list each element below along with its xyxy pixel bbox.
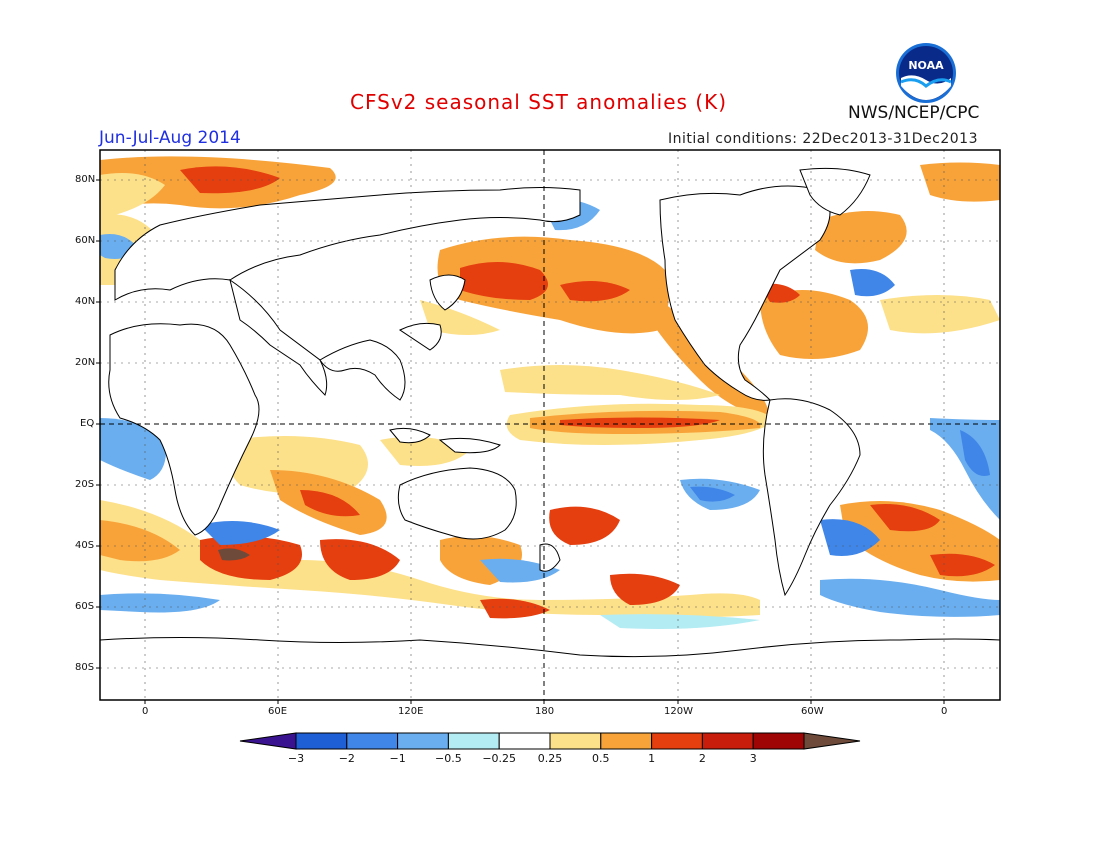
lon-label: 60W [801, 706, 824, 717]
anomaly-patch [815, 211, 907, 264]
lon-label: 0 [142, 706, 149, 717]
lat-label: 80S [75, 662, 95, 673]
anomaly-patch [760, 290, 868, 359]
lat-label: 20S [75, 479, 95, 490]
anomaly-patch [100, 593, 220, 613]
anomaly-patch [437, 236, 669, 334]
colorbar-swatch [600, 732, 653, 750]
colorbar-label: 2 [699, 752, 706, 765]
colorbar-label: −3 [288, 752, 304, 765]
anomaly-patch [218, 548, 250, 561]
colorbar-swatch [651, 732, 703, 750]
colorbar-swatch [397, 732, 449, 750]
colorbar-swatch [752, 732, 805, 750]
anomaly-patch [610, 573, 680, 605]
colorbar-swatch [498, 732, 551, 750]
lon-label: 180 [535, 706, 555, 717]
anomaly-patch [600, 614, 760, 629]
colorbar-label: 0.25 [538, 752, 563, 765]
colorbar-label: 1 [648, 752, 655, 765]
lat-label: 60N [75, 235, 96, 246]
anomaly-patch [920, 162, 1000, 202]
colorbar-label: −0.5 [435, 752, 462, 765]
colorbar-label: 3 [750, 752, 757, 765]
initial-conditions-label: Initial conditions: 22Dec2013-31Dec2013 [668, 131, 978, 147]
lon-label: 120W [664, 706, 693, 717]
anomaly-patch [930, 418, 1000, 520]
lon-label: 60E [268, 706, 288, 717]
colorbar-swatch [701, 732, 754, 750]
anomaly-patch [850, 269, 895, 297]
lat-label: 80N [75, 174, 96, 185]
anomaly-patch [200, 521, 280, 545]
anomaly-patch [930, 553, 995, 577]
anomaly-patch [560, 281, 630, 302]
anomaly-patch [200, 536, 302, 580]
agency-label: NWS/NCEP/CPC [848, 103, 980, 123]
anomaly-patch [870, 504, 940, 532]
lat-label: 60S [75, 601, 95, 612]
anomaly-patch [320, 539, 400, 580]
anomaly-patch [549, 506, 620, 545]
colorbar-swatch [346, 732, 399, 750]
anomaly-patch [500, 365, 720, 400]
anomaly-patch [300, 490, 360, 517]
anomaly-patch [690, 486, 735, 502]
colorbar-swatch [447, 732, 500, 750]
anomaly-patch [100, 520, 180, 562]
map-frame [99, 149, 1001, 701]
anomaly-patch [820, 519, 880, 556]
anomaly-patch [180, 166, 280, 194]
chart-title: CFSv2 seasonal SST anomalies (K) [350, 90, 727, 114]
noaa-logo-icon: NOAA [896, 43, 956, 103]
anomaly-patch [460, 261, 548, 300]
lat-label: 20N [75, 357, 96, 368]
anomaly-patch [820, 578, 1000, 617]
colorbar-low-arrow [239, 732, 297, 750]
lat-label: EQ [80, 418, 95, 429]
anomaly-patch [100, 418, 166, 480]
anomaly-patch [880, 295, 1000, 334]
anomaly-patch [560, 417, 720, 428]
colorbar-swatch [295, 732, 348, 750]
colorbar-label: −0.25 [482, 752, 516, 765]
graticule [100, 150, 1000, 700]
lon-label: 0 [941, 706, 948, 717]
anomaly-patch [480, 598, 550, 619]
logo-text: NOAA [908, 59, 944, 72]
lon-label: 120E [398, 706, 424, 717]
anomaly-patch [960, 430, 990, 476]
anomaly-patch [100, 172, 165, 215]
lat-label: 40S [75, 540, 95, 551]
colorbar-high-arrow [803, 732, 861, 750]
tick-marks [96, 179, 945, 704]
colorbar-label: 0.5 [592, 752, 610, 765]
season-label: Jun-Jul-Aug 2014 [99, 128, 241, 148]
colorbar-label: −2 [339, 752, 355, 765]
lat-label: 40N [75, 296, 96, 307]
colorbar-swatch [549, 732, 602, 750]
colorbar-label: −1 [389, 752, 405, 765]
